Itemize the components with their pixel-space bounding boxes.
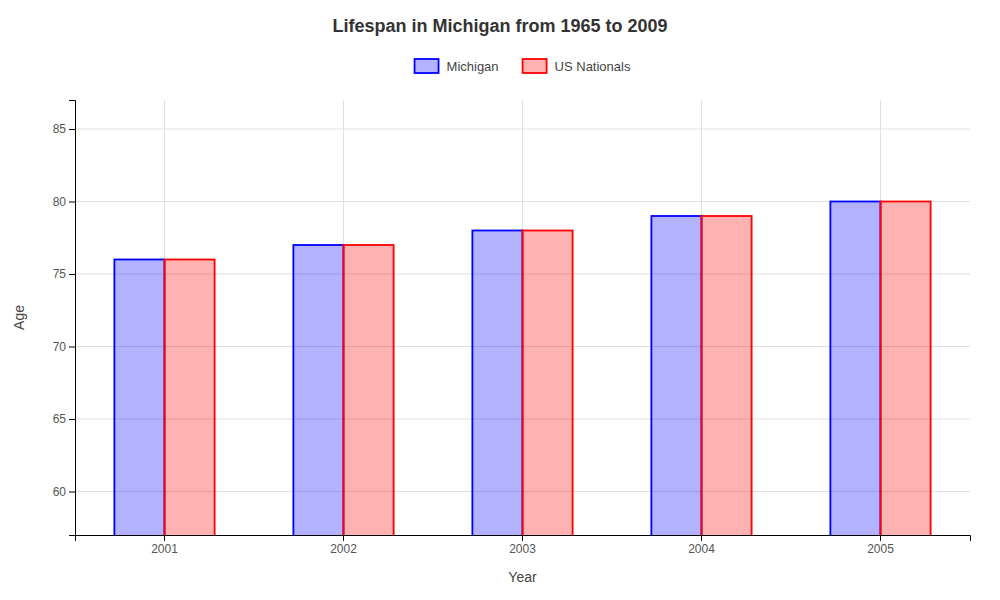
tick-mark — [164, 535, 165, 541]
tick: 2002 — [330, 535, 357, 556]
tick-label: 65 — [53, 412, 67, 426]
tick-mark — [880, 535, 881, 541]
bar — [523, 231, 573, 536]
legend-swatch — [415, 59, 439, 73]
y-axis: 60 65 70 75 80 85 — [53, 101, 76, 536]
bar — [702, 216, 752, 535]
bars — [114, 202, 930, 536]
tick: 70 — [53, 340, 75, 354]
series — [165, 202, 931, 536]
bar — [881, 202, 931, 536]
x-axis: 2001 2002 2003 2004 2005 — [76, 535, 971, 556]
bar — [344, 245, 394, 535]
tick-label: 70 — [53, 340, 67, 354]
tick-label: 2005 — [867, 542, 894, 556]
tick: 80 — [53, 195, 75, 209]
tick-mark — [69, 274, 75, 275]
tick-mark — [343, 535, 344, 541]
tick: 65 — [53, 412, 75, 426]
tick-label: 2004 — [688, 542, 715, 556]
tick: 75 — [53, 267, 75, 281]
tick: 2004 — [688, 535, 715, 556]
legend-swatch — [523, 59, 547, 73]
x-axis-title: Year — [508, 569, 537, 585]
tick-mark — [701, 535, 702, 541]
bar — [165, 260, 215, 536]
tick-label: 2003 — [509, 542, 536, 556]
tick: 60 — [53, 485, 75, 499]
legend-label: US Nationals — [555, 59, 631, 74]
tick-label: 60 — [53, 485, 67, 499]
tick: 85 — [53, 122, 75, 136]
tick-label: 75 — [53, 267, 67, 281]
legend-label: Michigan — [447, 59, 499, 74]
tick-mark — [69, 347, 75, 348]
axis-line — [76, 536, 971, 542]
tick: 2003 — [509, 535, 536, 556]
plot: 2001 2002 2003 2004 2005 60 65 70 75 80 85 — [53, 100, 971, 600]
legend: Michigan US Nationals — [415, 59, 631, 74]
legend-item: Michigan — [415, 59, 499, 74]
chart: 2001 2002 2003 2004 2005 60 65 70 75 80 85 Lifespan… — [0, 0, 1000, 600]
bar — [293, 245, 343, 535]
title: Lifespan in Michigan from 1965 to 2009 — [332, 16, 667, 36]
tick-label: 80 — [53, 195, 67, 209]
tick-label: 2001 — [151, 542, 178, 556]
bar — [114, 260, 164, 536]
bar — [830, 202, 880, 536]
tick-mark — [522, 535, 523, 541]
tick-mark — [69, 202, 75, 203]
tick: 2005 — [867, 535, 894, 556]
tick-mark — [69, 492, 75, 493]
tick-mark — [69, 129, 75, 130]
tick-mark — [69, 419, 75, 420]
legend-item: US Nationals — [523, 59, 631, 74]
tick-label: 85 — [53, 122, 67, 136]
axis-line — [69, 101, 76, 536]
tick-label: 2002 — [330, 542, 357, 556]
series — [114, 202, 880, 536]
bar — [651, 216, 701, 535]
y-axis-title: Age — [11, 305, 27, 330]
tick: 2001 — [151, 535, 178, 556]
bar — [472, 231, 522, 536]
